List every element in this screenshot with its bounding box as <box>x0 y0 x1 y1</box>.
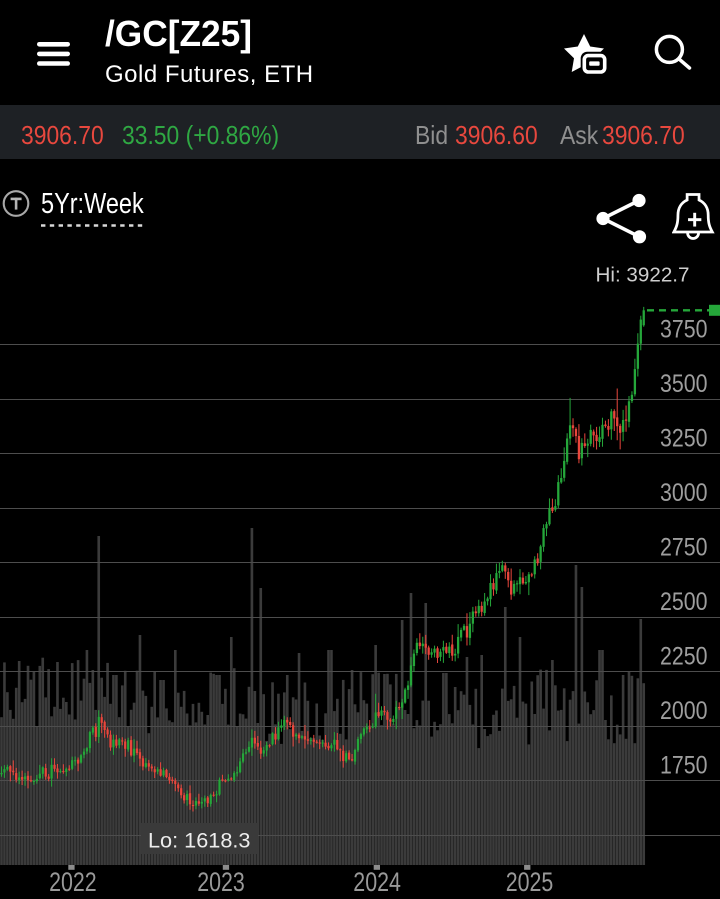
svg-text:2000: 2000 <box>660 697 708 725</box>
svg-text:2250: 2250 <box>660 643 708 671</box>
svg-text:2024: 2024 <box>353 867 401 897</box>
svg-text:3750: 3750 <box>660 316 708 344</box>
svg-text:3000: 3000 <box>660 479 708 507</box>
svg-text:1750: 1750 <box>660 752 708 780</box>
svg-text:2025: 2025 <box>506 867 554 897</box>
svg-text:3250: 3250 <box>660 425 708 453</box>
svg-text:2022: 2022 <box>49 867 97 897</box>
svg-text:2750: 2750 <box>660 534 708 562</box>
svg-text:Hi: 3922.7: Hi: 3922.7 <box>596 263 690 286</box>
svg-text:2500: 2500 <box>660 588 708 616</box>
svg-text:Lo: 1618.3: Lo: 1618.3 <box>148 829 251 852</box>
svg-text:3500: 3500 <box>660 370 708 398</box>
svg-text:2023: 2023 <box>197 867 245 897</box>
